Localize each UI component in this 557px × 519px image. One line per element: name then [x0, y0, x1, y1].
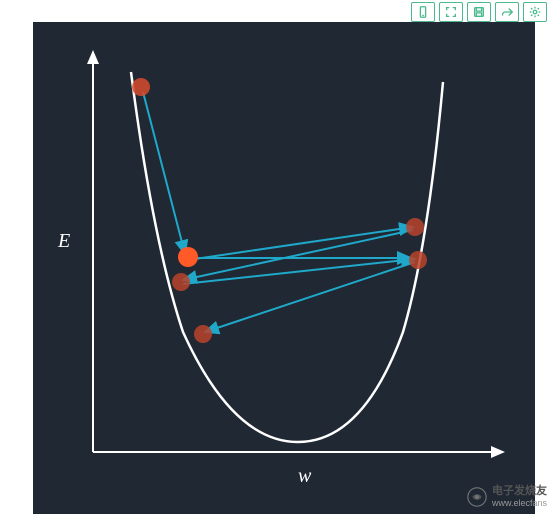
settings-icon: [528, 5, 542, 19]
y-axis-label: E: [57, 230, 70, 252]
share-icon: [500, 5, 514, 19]
watermark-brand: 电子发烧友: [492, 485, 547, 498]
watermark-text: 电子发烧友 www.elecfans: [492, 485, 547, 509]
chart-svg: E w: [33, 22, 535, 514]
expand-icon: [444, 5, 458, 19]
watermark-url: www.elecfans: [492, 498, 547, 509]
save-button[interactable]: [467, 2, 491, 22]
watermark-icon: [466, 486, 488, 508]
save-icon: [472, 5, 486, 19]
trajectory-arrows: [143, 92, 415, 332]
watermark: 电子发烧友 www.elecfans: [466, 485, 547, 509]
image-toolbar: [411, 2, 547, 22]
device-icon: [416, 5, 430, 19]
iteration-points: [132, 78, 427, 343]
share-button[interactable]: [495, 2, 519, 22]
settings-button[interactable]: [523, 2, 547, 22]
device-button[interactable]: [411, 2, 435, 22]
optimization-chart: E w: [33, 22, 535, 514]
expand-button[interactable]: [439, 2, 463, 22]
x-axis-label: w: [298, 465, 312, 487]
